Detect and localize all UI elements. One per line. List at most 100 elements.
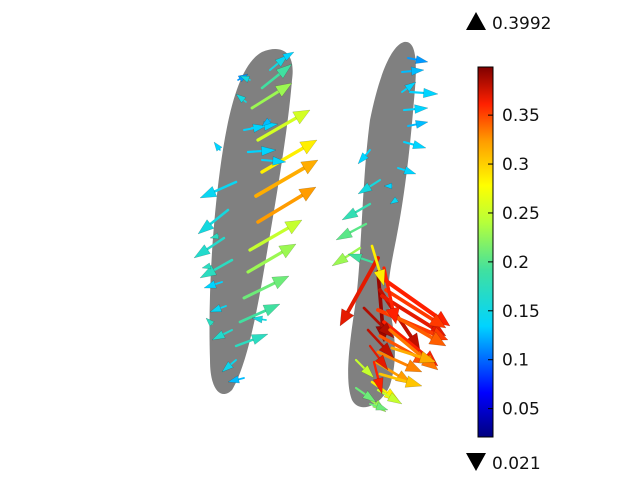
arrow-glyph bbox=[260, 156, 287, 166]
arrow-shaft bbox=[379, 275, 439, 319]
colorbar-tick-label: 0.3 bbox=[502, 155, 529, 175]
arrow-glyph bbox=[378, 372, 423, 388]
arrow-head bbox=[199, 264, 217, 279]
arrow-shaft bbox=[376, 270, 385, 328]
arrow-glyph bbox=[256, 109, 311, 142]
arrow-shaft bbox=[238, 309, 267, 324]
arrow-head bbox=[386, 392, 403, 405]
colorbar-max-label: 0.3992 bbox=[492, 14, 551, 34]
arrow-head bbox=[199, 185, 218, 199]
arrow-shaft bbox=[364, 149, 371, 157]
arrow-head bbox=[414, 104, 429, 114]
arrow-shaft bbox=[345, 256, 380, 314]
min-triangle-icon bbox=[466, 453, 486, 471]
arrow-head bbox=[335, 227, 353, 241]
arrow-glyph bbox=[251, 315, 267, 324]
arrow-glyph bbox=[235, 93, 247, 104]
arrow-head bbox=[203, 280, 217, 289]
arrow-glyph bbox=[354, 386, 377, 403]
arrow-shaft bbox=[246, 250, 284, 274]
right-surface bbox=[348, 41, 416, 408]
arrow-shaft bbox=[354, 358, 366, 370]
arrow-glyph bbox=[199, 258, 234, 279]
arrow-glyph bbox=[335, 222, 368, 241]
arrow-glyph bbox=[403, 140, 427, 150]
arrow-glyph bbox=[397, 166, 417, 175]
arrow-shaft bbox=[206, 236, 226, 251]
arrow-glyph bbox=[376, 388, 403, 405]
arrow-glyph bbox=[246, 243, 297, 274]
arrow-head bbox=[221, 361, 234, 373]
arrow-head bbox=[375, 402, 389, 411]
arrow-head bbox=[423, 87, 439, 99]
arrow-head bbox=[300, 159, 319, 175]
arrow-head bbox=[404, 375, 423, 388]
arrow-glyph bbox=[260, 139, 318, 174]
arrow-head bbox=[284, 219, 303, 235]
arrow-glyph bbox=[199, 180, 238, 199]
arrow-glyph bbox=[201, 262, 212, 270]
arrow-head bbox=[298, 186, 317, 202]
arrow-glyph bbox=[354, 358, 375, 379]
arrow-shaft bbox=[376, 388, 391, 398]
arrow-shaft bbox=[378, 372, 408, 383]
arrow-glyph bbox=[211, 329, 233, 341]
arrow-shaft bbox=[268, 62, 280, 72]
arrow-head bbox=[282, 51, 295, 62]
arrow-head bbox=[428, 313, 447, 329]
arrow-glyph bbox=[203, 280, 223, 289]
arrow-head bbox=[383, 182, 393, 190]
arrow-head bbox=[404, 81, 417, 93]
arrow-shaft bbox=[370, 244, 381, 273]
arrow-shaft bbox=[260, 146, 305, 174]
arrow-glyph bbox=[370, 244, 386, 287]
arrow-shaft bbox=[359, 257, 374, 264]
arrow-glyph bbox=[389, 196, 399, 205]
colorbar-tick-label: 0.2 bbox=[502, 253, 529, 273]
arrow-shaft bbox=[402, 108, 416, 112]
arrow-head bbox=[271, 275, 290, 290]
arrow-shaft bbox=[261, 318, 267, 321]
arrow-head bbox=[331, 252, 349, 267]
arrow-shaft bbox=[237, 78, 241, 81]
arrow-glyph bbox=[339, 256, 380, 327]
arrow-glyph bbox=[390, 346, 437, 364]
arrow-shaft bbox=[407, 123, 418, 127]
arrow-glyph bbox=[384, 288, 447, 329]
arrow-shaft bbox=[407, 57, 418, 61]
arrow-shaft bbox=[403, 141, 415, 146]
arrow-head bbox=[197, 219, 215, 235]
max-triangle-icon bbox=[466, 12, 486, 30]
arrow-head bbox=[360, 364, 375, 379]
arrow-head bbox=[357, 152, 369, 165]
arrow-shaft bbox=[369, 403, 378, 408]
arrow-head bbox=[357, 182, 373, 195]
arrow-shaft bbox=[212, 258, 234, 272]
colorbar-ticks: 0.05 0.1 0.15 0.2 0.25 0.3 0.35 bbox=[488, 106, 540, 420]
arrow-shaft bbox=[376, 350, 409, 367]
arrow-glyph bbox=[376, 350, 423, 373]
arrow-head bbox=[373, 268, 386, 287]
arrow-head bbox=[404, 359, 423, 373]
arrow-shaft bbox=[354, 386, 367, 396]
arrow-shaft bbox=[362, 306, 385, 329]
arrow-head bbox=[274, 82, 293, 98]
arrow-glyph bbox=[197, 208, 230, 235]
colorbar-tick-label: 0.35 bbox=[502, 106, 540, 126]
arrow-glyph bbox=[261, 117, 272, 127]
arrow-glyph bbox=[368, 344, 389, 371]
arrow-glyph bbox=[227, 375, 245, 384]
arrow-head bbox=[201, 262, 212, 270]
arrow-shaft bbox=[242, 281, 277, 300]
arrow-shaft bbox=[260, 72, 281, 90]
arrow-shaft bbox=[366, 328, 385, 348]
arrow-glyph bbox=[239, 75, 251, 83]
arrow-head bbox=[272, 156, 287, 166]
arrow-head bbox=[205, 317, 215, 327]
arrow-shaft bbox=[408, 90, 425, 95]
arrow-glyph bbox=[248, 219, 303, 252]
arrow-glyph bbox=[366, 328, 395, 359]
arrow-glyph bbox=[260, 63, 293, 90]
arrow-shaft bbox=[248, 226, 290, 252]
arrow-glyph bbox=[242, 275, 290, 300]
